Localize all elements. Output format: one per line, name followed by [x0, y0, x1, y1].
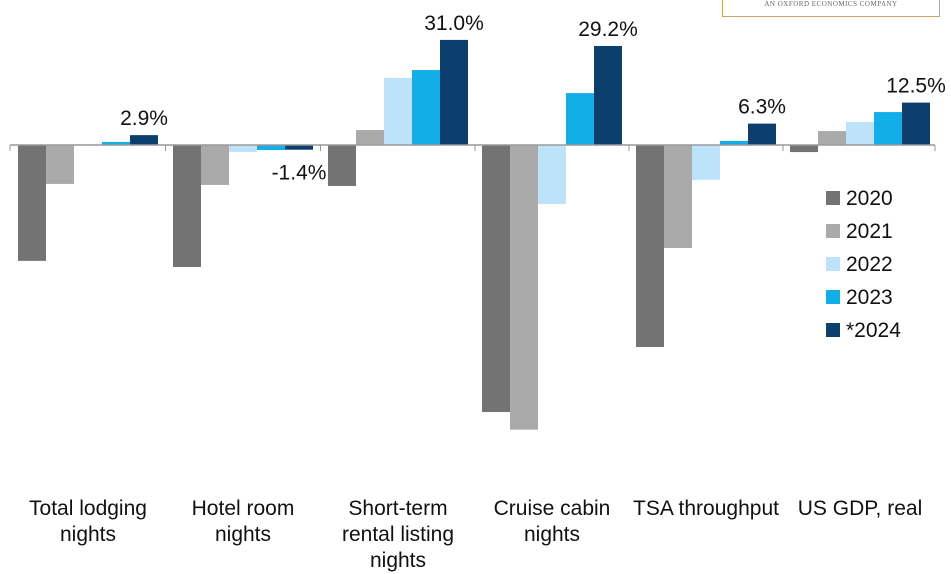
legend-swatch	[826, 257, 840, 271]
bar	[790, 144, 818, 153]
bar	[201, 144, 229, 185]
bar	[257, 144, 285, 151]
bar	[594, 45, 622, 145]
data-label: 2.9%	[120, 107, 168, 130]
bar	[720, 140, 748, 145]
bar	[692, 144, 720, 180]
legend-swatch	[826, 224, 840, 238]
legend-label: 2022	[846, 253, 893, 276]
bar	[173, 144, 201, 267]
bar	[412, 70, 440, 145]
x-tick-label: Short-term rental listing nights	[341, 497, 455, 572]
bar	[566, 93, 594, 145]
x-tick-label: Cruise cabin nights	[493, 497, 611, 546]
x-tick-label: Total lodging nights	[29, 497, 147, 546]
bar	[356, 130, 384, 145]
bar	[748, 123, 776, 145]
x-tick-label: TSA throughput	[633, 497, 779, 520]
legend-label: 2023	[846, 286, 893, 309]
data-label: -1.4%	[272, 162, 327, 185]
bar	[818, 131, 846, 145]
legend-label: *2024	[846, 319, 901, 342]
x-tick-label: Hotel room nights	[191, 497, 295, 546]
bar	[46, 144, 74, 184]
x-tick-label: US GDP, real	[797, 497, 923, 520]
bar	[510, 144, 538, 430]
data-label: 6.3%	[738, 96, 786, 119]
bar	[636, 144, 664, 347]
bar	[538, 144, 566, 204]
bar	[874, 112, 902, 145]
legend-label: 2020	[846, 187, 893, 210]
data-label: 31.0%	[424, 12, 484, 35]
legend-swatch	[826, 323, 840, 337]
bar	[664, 144, 692, 248]
bar	[18, 144, 46, 261]
bar	[102, 141, 130, 145]
legend-swatch	[826, 290, 840, 304]
legend-swatch	[826, 191, 840, 205]
bar	[846, 121, 874, 145]
data-label: 29.2%	[578, 18, 638, 41]
legend-label: 2021	[846, 220, 893, 243]
bar	[328, 144, 356, 186]
bar	[130, 135, 158, 145]
bar	[285, 144, 313, 150]
bar	[440, 39, 468, 145]
bar	[902, 102, 930, 145]
bar	[482, 144, 510, 413]
data-label: 12.5%	[886, 75, 946, 98]
logo-text: AN OXFORD ECONOMICS COMPANY	[722, 0, 940, 17]
bar	[384, 77, 412, 145]
bar	[229, 144, 257, 153]
